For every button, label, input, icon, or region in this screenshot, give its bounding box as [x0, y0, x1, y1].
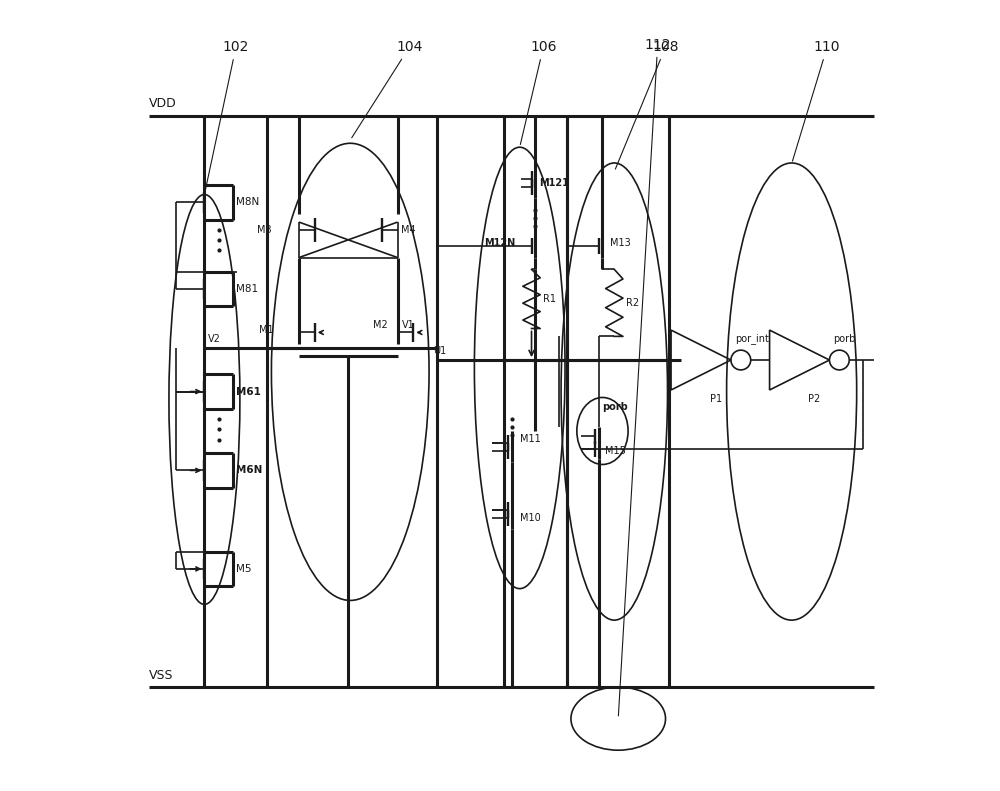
Text: M1: M1 [259, 325, 274, 335]
Text: V1: V1 [401, 320, 414, 330]
Text: M3: M3 [257, 225, 271, 235]
Text: M5: M5 [236, 564, 251, 574]
Text: M11: M11 [520, 433, 540, 444]
Text: 104: 104 [352, 40, 423, 138]
Text: M12N: M12N [484, 238, 515, 248]
Text: 110: 110 [792, 40, 840, 161]
Text: M8N: M8N [236, 198, 259, 207]
Text: porb: porb [833, 334, 856, 344]
Text: por_int: por_int [735, 333, 769, 344]
Text: porb: porb [602, 403, 628, 412]
Text: M4: M4 [401, 225, 416, 235]
Text: M13: M13 [610, 238, 631, 248]
Text: 106: 106 [520, 40, 557, 145]
Text: M10: M10 [520, 513, 540, 523]
Text: 112: 112 [618, 38, 671, 716]
Text: R1: R1 [543, 294, 556, 304]
Text: M61: M61 [236, 387, 261, 396]
Text: M6N: M6N [236, 465, 262, 475]
Text: P2: P2 [808, 395, 821, 404]
Text: R2: R2 [626, 298, 639, 308]
Text: VDD: VDD [149, 97, 177, 111]
Text: M2: M2 [373, 320, 388, 330]
Text: M15: M15 [605, 445, 626, 456]
Text: M81: M81 [236, 284, 258, 294]
Text: P1: P1 [710, 395, 722, 404]
Text: 102: 102 [205, 40, 249, 191]
Text: V2: V2 [208, 334, 221, 344]
Text: 108: 108 [615, 40, 679, 169]
Text: M121: M121 [539, 178, 569, 187]
Text: VSS: VSS [149, 669, 174, 682]
Text: U1: U1 [433, 346, 446, 356]
